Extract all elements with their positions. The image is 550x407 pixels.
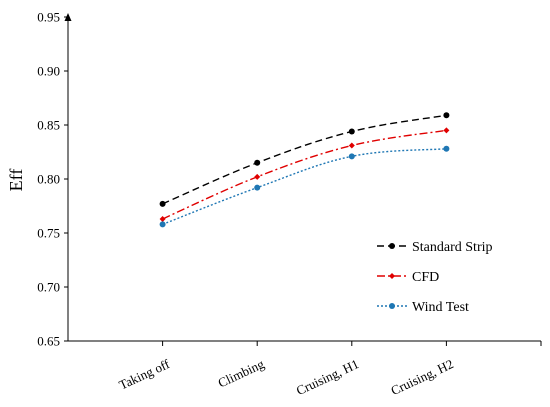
series-line bbox=[162, 129, 447, 220]
axes bbox=[64, 13, 541, 342]
y-tick-label: 0.75 bbox=[37, 226, 60, 241]
data-point bbox=[254, 184, 261, 191]
series-line bbox=[162, 114, 447, 205]
y-tick-label: 0.80 bbox=[37, 172, 60, 187]
data-point bbox=[159, 200, 166, 207]
data-point bbox=[348, 128, 355, 135]
y-axis-title: Eff bbox=[6, 169, 26, 192]
y-tick-label: 0.85 bbox=[37, 118, 60, 133]
data-point bbox=[254, 159, 261, 166]
data-point bbox=[159, 215, 166, 222]
data-point bbox=[159, 221, 166, 228]
data-point bbox=[348, 153, 355, 160]
series-layer bbox=[159, 112, 450, 228]
legend-label: Wind Test bbox=[412, 300, 469, 315]
series-wind-test bbox=[159, 145, 450, 228]
legend-label: Standard Strip bbox=[412, 240, 493, 255]
legend-marker bbox=[389, 243, 395, 249]
y-tick-label: 0.95 bbox=[37, 10, 60, 25]
y-tick-label: 0.65 bbox=[37, 334, 60, 349]
data-point bbox=[443, 145, 450, 152]
series-standard-strip bbox=[159, 112, 450, 207]
y-tick-label: 0.90 bbox=[37, 64, 60, 79]
series-line bbox=[162, 148, 447, 226]
x-tick-label: Climbing bbox=[216, 356, 267, 391]
legend: Standard Strip CFD Wind Test bbox=[377, 240, 493, 315]
y-axis-ticks: 0.65 0.70 0.75 0.80 0.85 0.90 0.95 bbox=[37, 10, 68, 349]
legend-marker bbox=[389, 303, 395, 309]
x-tick-label: Taking off bbox=[117, 356, 173, 393]
x-tick-label: Cruising, H1 bbox=[294, 356, 361, 398]
x-axis-ticks: Taking off Climbing Cruising, H1 Cruising, … bbox=[117, 341, 542, 398]
legend-label: CFD bbox=[412, 270, 439, 285]
x-tick-label: Cruising, H2 bbox=[388, 356, 455, 398]
series-cfd bbox=[159, 127, 450, 222]
data-point bbox=[254, 173, 261, 180]
data-point bbox=[348, 142, 355, 149]
data-point bbox=[443, 112, 450, 119]
legend-marker bbox=[389, 273, 395, 279]
data-point bbox=[443, 127, 450, 134]
y-tick-label: 0.70 bbox=[37, 280, 60, 295]
